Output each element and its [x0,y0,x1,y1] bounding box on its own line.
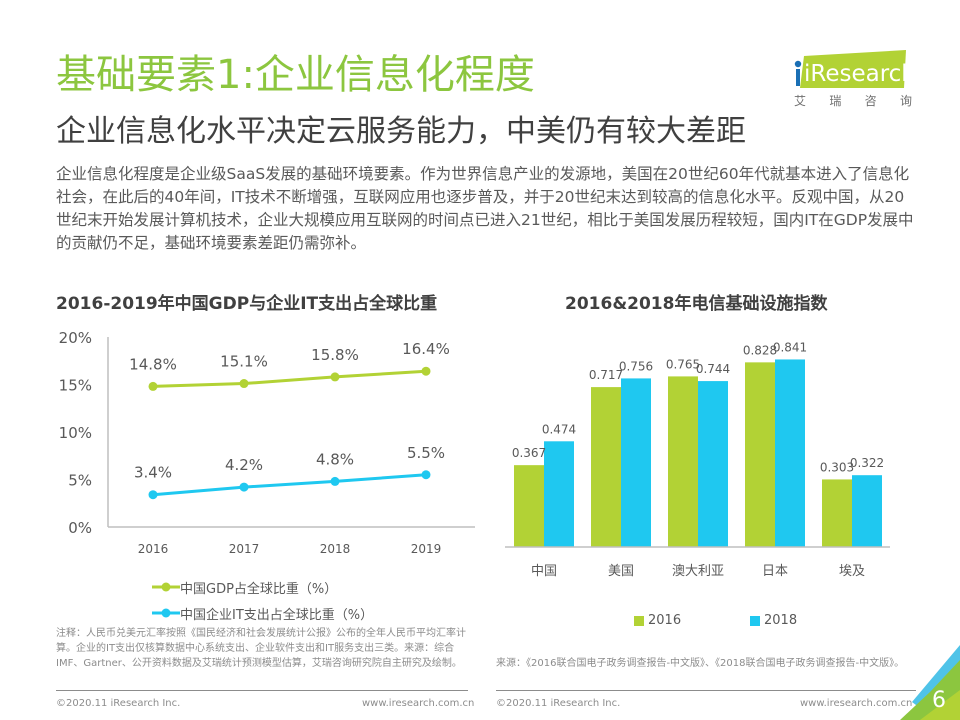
y-tick-label: 5% [68,472,92,490]
bar-2016 [668,376,698,547]
page-title: 基础要素1:企业信息化程度 [56,52,535,98]
data-label: 15.8% [311,346,359,364]
bar-2016 [591,387,621,547]
series-line [152,369,427,388]
legend-swatch-green [634,615,644,626]
logo-text: iResearch [804,61,906,87]
logo-char: 艾 [794,94,807,108]
data-point [148,381,158,391]
bar-value-label: 0.841 [773,340,807,354]
bar-2016 [822,479,852,547]
legend-line-marker-blue [152,608,180,618]
x-category-label: 日本 [762,564,788,579]
bar-value-label: 0.765 [666,357,700,371]
legend-item-2018: 2018 [750,613,797,628]
bar-legend: 2016 2018 [634,613,797,628]
footer-website-left[interactable]: www.iresearch.com.cn [362,698,475,709]
legend-label: 2016 [648,613,682,628]
legend-label: 中国企业IT支出占全球比重（%） [180,607,374,623]
line-series-1: 3.4% 4.2% 4.8% 5.5% [134,444,445,500]
logo-char: 咨 [864,94,877,108]
legend-item-2016: 2016 [634,613,750,628]
line-chart: 0% 5% 10% 15% 20% 2016 2017 2018 2019 14.8% 15.1… [59,329,475,556]
line-chart-title: 2016-2019年中国GDP与企业IT支出占全球比重 [56,294,438,314]
line-series-0: 14.8% 15.1% 15.8% 16.4% [129,340,450,391]
bar-2016 [514,465,544,547]
y-tick-label: 15% [59,377,92,395]
logo-char: 瑞 [829,94,842,108]
intro-paragraph: 企业信息化程度是企业级SaaS发展的基础环境要素。作为世界信息产业的发源地，美国… [56,165,914,252]
page-corner-decoration [900,645,960,720]
data-point [239,379,249,389]
logo-char: 询 [899,94,912,108]
data-label: 14.8% [129,355,177,373]
logo-i-stem [796,69,800,86]
legend-label: 2018 [764,613,798,628]
bar-value-label: 0.828 [743,343,777,357]
footer-website-right[interactable]: www.iresearch.com.cn [800,698,913,709]
legend-item-it: 中国企业IT支出占全球比重（%） [152,602,373,624]
bar-value-label: 0.474 [542,422,576,436]
data-label: 4.2% [225,456,263,474]
data-point [239,482,249,492]
data-point [330,476,340,486]
bar-2016 [745,362,775,547]
logo-chinese: 艾 瑞 咨 询 [794,92,912,109]
bar-chart-title: 2016&2018年电信基础设施指数 [565,294,828,314]
data-point [421,470,431,480]
legend-swatch-blue [750,615,760,626]
bar-2018 [852,475,882,547]
x-category-label: 中国 [531,564,557,579]
bar-value-label: 0.717 [589,368,623,382]
bar-value-label: 0.322 [850,456,884,470]
legend-item-gdp: 中国GDP占全球比重（%） [152,576,373,598]
y-tick-label: 0% [68,519,92,537]
x-category-label: 澳大利亚 [672,563,724,579]
data-point [330,372,340,382]
data-point [148,490,158,500]
footer-divider-right [496,690,916,691]
data-label: 16.4% [402,340,450,358]
bar-2018 [544,441,574,547]
bar-2018 [621,378,651,547]
legend-label: 中国GDP占全球比重（%） [180,581,338,597]
logo-background [800,50,906,88]
x-tick-label: 2017 [229,542,260,556]
y-tick-label: 20% [59,329,92,347]
page-number: 6 [932,688,946,713]
legend-line-marker-green [152,582,180,592]
iresearch-logo: iResearch [794,50,916,88]
page-subtitle: 企业信息化水平决定云服务能力，中美仍有较大差距 [56,114,746,149]
x-tick-label: 2018 [320,542,351,556]
x-tick-label: 2016 [138,542,169,556]
bar-value-label: 0.367 [512,446,546,460]
data-label: 4.8% [316,450,354,468]
bar-value-label: 0.303 [820,460,854,474]
bar-value-label: 0.756 [619,359,653,373]
bar-2018 [775,359,805,547]
data-label: 5.5% [407,444,445,462]
x-category-label: 美国 [608,564,634,579]
footer-divider-left [56,690,468,691]
source-note-right: 来源：《2016联合国电子政务调查报告-中文版》、《2018联合国电子政务调查报… [496,658,905,669]
bar-2018 [698,381,728,547]
logo-dot [794,60,802,68]
x-tick-label: 2019 [411,542,442,556]
footer-copyright-right: ©2020.11 iResearch Inc. [496,698,621,709]
y-tick-label: 10% [59,424,92,442]
bar-value-label: 0.744 [696,362,730,376]
x-category-label: 埃及 [839,564,865,579]
source-note-left: 注释：人民币兑美元汇率按照《国民经济和社会发展统计公报》公布的全年人民币平均汇率… [56,628,466,669]
data-label: 15.1% [220,353,268,371]
data-point [421,366,431,376]
series-line [152,473,427,497]
line-legend: 中国GDP占全球比重（%） 中国企业IT支出占全球比重（%） [152,576,373,624]
footer-copyright-left: ©2020.11 iResearch Inc. [56,698,181,709]
data-label: 3.4% [134,464,172,482]
